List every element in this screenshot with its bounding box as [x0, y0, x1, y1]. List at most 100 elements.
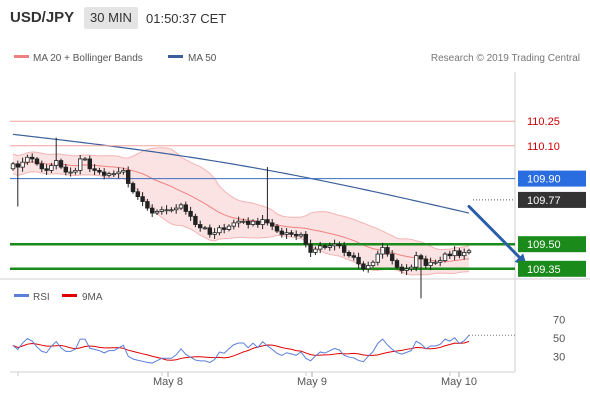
candle-body [20, 161, 25, 168]
candle-body [34, 158, 40, 165]
rsi-legend-swatch [14, 294, 29, 297]
candle-body [231, 222, 236, 227]
candle-body [197, 224, 203, 229]
candle-body [269, 222, 275, 227]
chart-header: USD/JPY 30 MIN 01:50:37 CET [0, 0, 590, 36]
candle-body [10, 163, 16, 170]
candle-body [337, 243, 342, 247]
candle-body [116, 171, 121, 175]
bollinger-upper-line [12, 147, 470, 251]
candle-body [15, 163, 20, 168]
ma9-legend-label: 9MA [82, 292, 103, 303]
level-label-109.90: 109.90 [527, 174, 561, 186]
candle-body [308, 243, 313, 253]
credit-label: Research © 2019 Trading Central [431, 53, 580, 64]
candle-body [154, 210, 160, 214]
candle-body [370, 261, 376, 266]
candle-body [404, 268, 409, 271]
candle-body [221, 227, 227, 230]
candle-body [413, 255, 419, 268]
candle-body [461, 251, 467, 257]
candle-body [245, 220, 251, 225]
candle-body [332, 243, 337, 247]
candle-body [68, 171, 73, 174]
candle-body [437, 260, 443, 263]
candle-body [173, 207, 179, 211]
level-label-109.77: 109.77 [527, 195, 561, 207]
candle-body [92, 168, 97, 171]
level-label-109.50: 109.50 [527, 239, 561, 251]
ma9-legend-swatch [62, 294, 77, 297]
candle-body [346, 251, 352, 257]
rsi-tick-50: 50 [553, 333, 565, 345]
candle-body [394, 260, 400, 268]
candle-body [78, 158, 83, 171]
candle-body [212, 232, 217, 235]
rsi-ma9-line [12, 341, 470, 361]
candle-body [241, 220, 246, 223]
level-label-109.35: 109.35 [527, 264, 561, 276]
candle-body [322, 245, 328, 248]
candle-body [351, 255, 356, 258]
candle-body [303, 233, 308, 245]
timeframe-badge[interactable]: 30 MIN [84, 7, 138, 29]
ma50-line [12, 133, 470, 214]
candle-body [255, 220, 260, 225]
candle-body [356, 256, 361, 265]
candle-body [433, 261, 438, 264]
candle-body [169, 209, 174, 212]
candle-body [399, 266, 404, 271]
candle-body [423, 258, 428, 266]
candle-body [29, 156, 35, 160]
candle-body [260, 219, 265, 225]
candle-body [274, 225, 280, 232]
candle-body [202, 227, 208, 230]
candle-body [193, 215, 198, 225]
level-badge-109.90 [518, 170, 586, 187]
rsi-tick-30: 30 [553, 352, 565, 364]
candle-body [135, 191, 140, 198]
candle-body [102, 171, 107, 176]
candle-body [140, 196, 145, 202]
candle-body [284, 232, 289, 235]
candle-body [25, 156, 30, 163]
candle-body [183, 204, 188, 212]
candle-body [428, 261, 433, 266]
candle-body [447, 253, 452, 257]
candle-body [39, 163, 44, 170]
candle-body [97, 169, 102, 173]
candle-body [164, 209, 169, 212]
candle-body [58, 160, 64, 168]
candle-body [265, 219, 270, 224]
x-tick-label: May 8 [153, 376, 183, 388]
candle-body [159, 209, 164, 212]
x-tick-label: May 10 [441, 376, 477, 388]
candle-body [289, 232, 294, 235]
candle-body [313, 248, 318, 253]
ma50-legend-label: MA 50 [188, 53, 217, 64]
candle-body [418, 255, 424, 260]
candle-body [389, 253, 395, 261]
candle-body [380, 247, 385, 255]
candle-body [375, 253, 380, 263]
candle-body [106, 173, 112, 176]
candle-body [63, 166, 68, 173]
candle-body [293, 233, 299, 237]
candle-body [145, 201, 150, 209]
candle-body [409, 266, 414, 270]
candle-body [457, 250, 462, 257]
candle-body [365, 265, 371, 270]
candle-body [298, 233, 304, 237]
candle-body [442, 253, 448, 261]
ma20-legend-label: MA 20 + Bollinger Bands [33, 53, 143, 64]
level-label-110.10: 110.10 [527, 141, 560, 153]
ma50-legend-swatch [168, 55, 183, 58]
x-tick-label: May 9 [297, 376, 327, 388]
rsi-line [12, 334, 470, 364]
candle-body [111, 173, 116, 176]
rsi-legend-label: RSI [33, 292, 50, 303]
level-badge-109.50 [518, 236, 586, 253]
candle-body [126, 169, 131, 184]
